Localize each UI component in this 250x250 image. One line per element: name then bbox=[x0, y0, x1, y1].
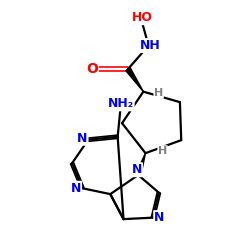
Text: N: N bbox=[132, 163, 142, 176]
Polygon shape bbox=[136, 153, 145, 176]
Text: N: N bbox=[71, 182, 81, 195]
Polygon shape bbox=[126, 68, 143, 92]
Text: NH₂: NH₂ bbox=[108, 97, 134, 110]
Text: HO: HO bbox=[132, 11, 153, 24]
Text: N: N bbox=[154, 211, 164, 224]
Text: N: N bbox=[77, 132, 88, 145]
Text: H: H bbox=[154, 88, 163, 98]
Text: H: H bbox=[158, 146, 167, 156]
Text: O: O bbox=[86, 62, 98, 76]
Text: NH: NH bbox=[140, 39, 160, 52]
